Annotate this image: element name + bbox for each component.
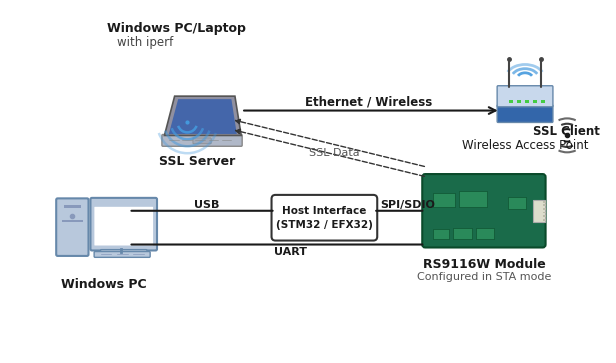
Bar bbox=[517, 100, 521, 103]
FancyBboxPatch shape bbox=[422, 174, 546, 248]
Polygon shape bbox=[164, 96, 241, 135]
Bar bbox=[543, 215, 546, 217]
Text: SSL Server: SSL Server bbox=[159, 155, 235, 168]
Bar bbox=[62, 220, 83, 222]
FancyBboxPatch shape bbox=[272, 195, 377, 241]
FancyBboxPatch shape bbox=[497, 86, 553, 107]
Bar bbox=[453, 228, 472, 238]
FancyBboxPatch shape bbox=[94, 207, 153, 245]
Text: Host Interface: Host Interface bbox=[282, 206, 367, 216]
Text: with iperf: with iperf bbox=[117, 36, 173, 49]
Bar bbox=[63, 205, 81, 208]
Bar bbox=[541, 100, 546, 103]
FancyBboxPatch shape bbox=[100, 250, 147, 255]
Text: Windows PC: Windows PC bbox=[62, 278, 147, 291]
Text: Windows PC/Laptop: Windows PC/Laptop bbox=[107, 22, 246, 35]
Bar bbox=[460, 191, 487, 207]
Text: Wireless Access Point: Wireless Access Point bbox=[462, 139, 588, 152]
FancyBboxPatch shape bbox=[94, 252, 150, 257]
Text: SSL Client: SSL Client bbox=[533, 125, 600, 138]
Text: RS9116W Module: RS9116W Module bbox=[423, 258, 545, 271]
Bar bbox=[543, 201, 546, 203]
Bar bbox=[509, 100, 513, 103]
Polygon shape bbox=[169, 99, 237, 134]
Bar bbox=[543, 204, 546, 206]
FancyBboxPatch shape bbox=[56, 198, 89, 256]
Bar bbox=[533, 200, 545, 222]
Text: USB: USB bbox=[194, 200, 220, 210]
Text: (STM32 / EFX32): (STM32 / EFX32) bbox=[276, 220, 373, 230]
Bar bbox=[433, 229, 448, 238]
Text: Ethernet / Wireless: Ethernet / Wireless bbox=[305, 95, 432, 108]
FancyBboxPatch shape bbox=[193, 138, 211, 144]
Bar bbox=[525, 100, 529, 103]
Bar bbox=[543, 219, 546, 221]
Bar bbox=[543, 212, 546, 213]
Text: SSL Data: SSL Data bbox=[309, 148, 360, 158]
Text: UART: UART bbox=[274, 248, 307, 257]
Bar bbox=[543, 208, 546, 210]
Bar bbox=[533, 100, 537, 103]
Text: SPI/SDIO: SPI/SDIO bbox=[380, 200, 435, 210]
Bar bbox=[433, 193, 455, 207]
FancyBboxPatch shape bbox=[497, 105, 553, 122]
Text: Configured in STA mode: Configured in STA mode bbox=[417, 272, 551, 282]
FancyBboxPatch shape bbox=[91, 198, 157, 250]
Bar bbox=[476, 228, 493, 238]
Bar bbox=[508, 197, 526, 209]
FancyBboxPatch shape bbox=[162, 134, 242, 146]
